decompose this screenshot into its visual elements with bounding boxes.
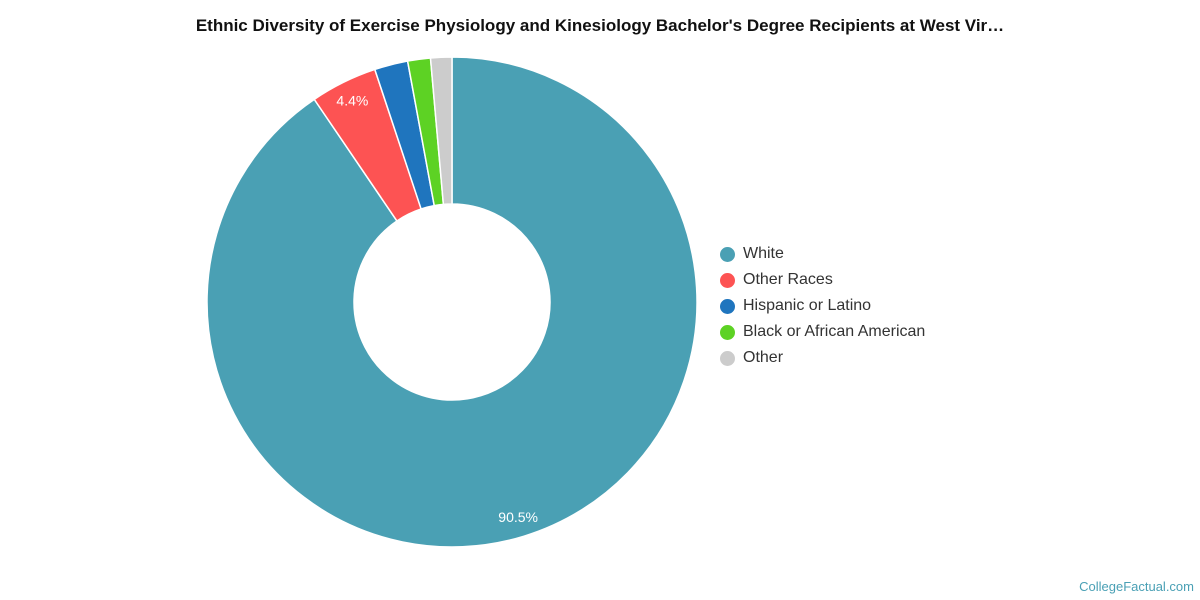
legend-item-black-or-african-american[interactable]: Black or African American	[720, 319, 925, 345]
legend-label: Other Races	[743, 271, 833, 288]
legend-item-hispanic-or-latino[interactable]: Hispanic or Latino	[720, 293, 925, 319]
legend-swatch-icon	[720, 246, 735, 262]
chart-title: Ethnic Diversity of Exercise Physiology …	[195, 16, 1005, 35]
watermark-credit: CollegeFactual.com	[1079, 579, 1194, 594]
slice-other[interactable]	[429, 56, 453, 206]
legend-item-white[interactable]: White	[720, 241, 925, 267]
chart-legend: White Other Races Hispanic or Latino Black …	[720, 241, 925, 371]
slice-white[interactable]	[206, 56, 698, 548]
legend-item-other-races[interactable]: Other Races	[720, 267, 925, 293]
legend-swatch-icon	[720, 298, 735, 314]
legend-label: Hispanic or Latino	[743, 297, 872, 314]
legend-label: Black or African American	[743, 323, 926, 340]
legend-label: White	[743, 245, 784, 262]
data-label-white: 90.5%	[498, 509, 538, 525]
legend-item-other[interactable]: Other	[720, 345, 925, 371]
legend-swatch-icon	[720, 324, 735, 340]
legend-label: Other	[743, 349, 784, 366]
legend-swatch-icon	[720, 350, 735, 366]
legend-swatch-icon	[720, 272, 735, 288]
data-label-other-races: 4.4%	[336, 92, 368, 108]
